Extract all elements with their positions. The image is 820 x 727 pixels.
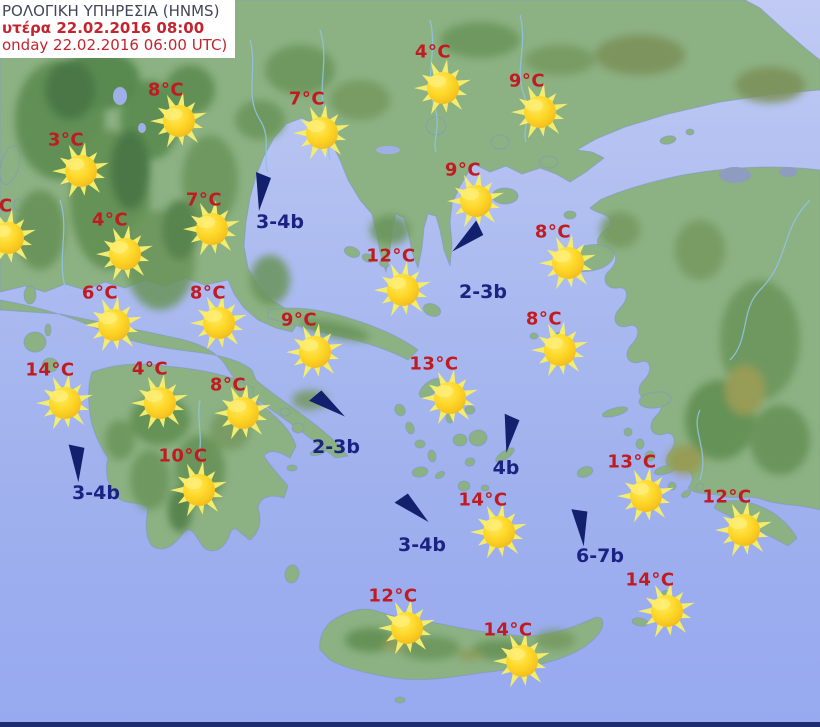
sun-icon: [96, 225, 153, 281]
temperature-label: 9°C: [280, 309, 318, 331]
sun-icon: [374, 261, 431, 317]
sun-icon: [52, 142, 109, 198]
temperature-label: 13°C: [607, 451, 657, 473]
temperature-label: 14°C: [483, 619, 533, 641]
land-central-greece: [0, 299, 349, 459]
temperature-label: 7°C: [185, 189, 223, 211]
wind-speed-label: 3-4b: [398, 534, 446, 556]
header-box: ΡΟΛΟΓΙΚΗ ΥΠΗΡΕΣΙΑ (HNMS) υτέρα 22.02.201…: [0, 0, 236, 58]
date-local: υτέρα 22.02.2016 08:00: [2, 19, 205, 37]
temperature-label: °C: [0, 195, 13, 217]
temperature-label: 6°C: [81, 282, 119, 304]
temperature-label: 12°C: [368, 585, 418, 607]
wind-speed-label: 3-4b: [72, 482, 120, 504]
wind-speed-label: 2-3b: [312, 436, 360, 458]
wind-arrow-icon: [394, 493, 429, 522]
sun-icon: [183, 200, 240, 256]
wind-speed-label: 6-7b: [576, 545, 624, 567]
temperature-label: 13°C: [409, 353, 459, 375]
temperature-label: 3°C: [47, 129, 85, 151]
date-utc: onday 22.02.2016 06:00 UTC): [2, 36, 228, 54]
wind-speed-label: 4b: [492, 457, 520, 479]
wind-arrow-icon: [452, 220, 484, 252]
sun-icon: [85, 296, 142, 352]
sun-icon: [190, 294, 247, 350]
sun-icon: [470, 503, 527, 559]
sun-icon: [531, 321, 588, 377]
temperature-label: 4°C: [414, 41, 452, 63]
temperature-label: 12°C: [366, 245, 416, 267]
temperature-label: 10°C: [158, 445, 208, 467]
temperature-label: 9°C: [508, 70, 546, 92]
temperature-label: 8°C: [147, 79, 185, 101]
temperature-label: 14°C: [625, 569, 675, 591]
temperature-label: 9°C: [444, 159, 482, 181]
sun-icon: [131, 374, 188, 430]
temperature-label: 4°C: [91, 209, 129, 231]
temperature-label: 7°C: [288, 88, 326, 110]
wind-speed-label: 3-4b: [256, 211, 304, 233]
temperature-label: 14°C: [458, 489, 508, 511]
temperature-label: 8°C: [525, 308, 563, 330]
wind-arrow-icon: [309, 390, 345, 417]
sun-icon: [638, 582, 695, 638]
sun-icon: [214, 384, 271, 440]
temperature-label: 14°C: [25, 359, 75, 381]
wind-arrow-icon: [256, 172, 271, 211]
temperature-label: 4°C: [131, 358, 169, 380]
sun-icon: [539, 234, 596, 290]
sun-icon: [286, 323, 343, 379]
wind-arrow-icon: [68, 444, 85, 483]
sun-icon: [378, 599, 435, 655]
temperature-label: 12°C: [702, 486, 752, 508]
temperature-label: 8°C: [534, 221, 572, 243]
sun-icon: [715, 501, 772, 557]
wind-arrow-icon: [571, 509, 588, 547]
sun-icon: [170, 461, 227, 517]
sun-icon: [414, 59, 471, 115]
sun-icon: [617, 467, 674, 523]
temperature-label: 8°C: [209, 374, 247, 396]
sun-icon: [150, 92, 207, 148]
sun-icon: [36, 374, 93, 430]
sun-icon: [493, 632, 550, 688]
bottom-bar: [0, 722, 820, 727]
agency-title: ΡΟΛΟΓΙΚΗ ΥΠΗΡΕΣΙΑ (HNMS): [2, 2, 220, 20]
temperature-label: 8°C: [189, 282, 227, 304]
wind-speed-label: 2-3b: [459, 281, 507, 303]
sun-icon: [421, 369, 478, 425]
sun-icon: [447, 172, 504, 228]
sun-icon: [0, 209, 36, 263]
wind-arrow-icon: [504, 413, 520, 453]
sun-icon: [511, 83, 568, 139]
sun-icon: [293, 104, 350, 160]
